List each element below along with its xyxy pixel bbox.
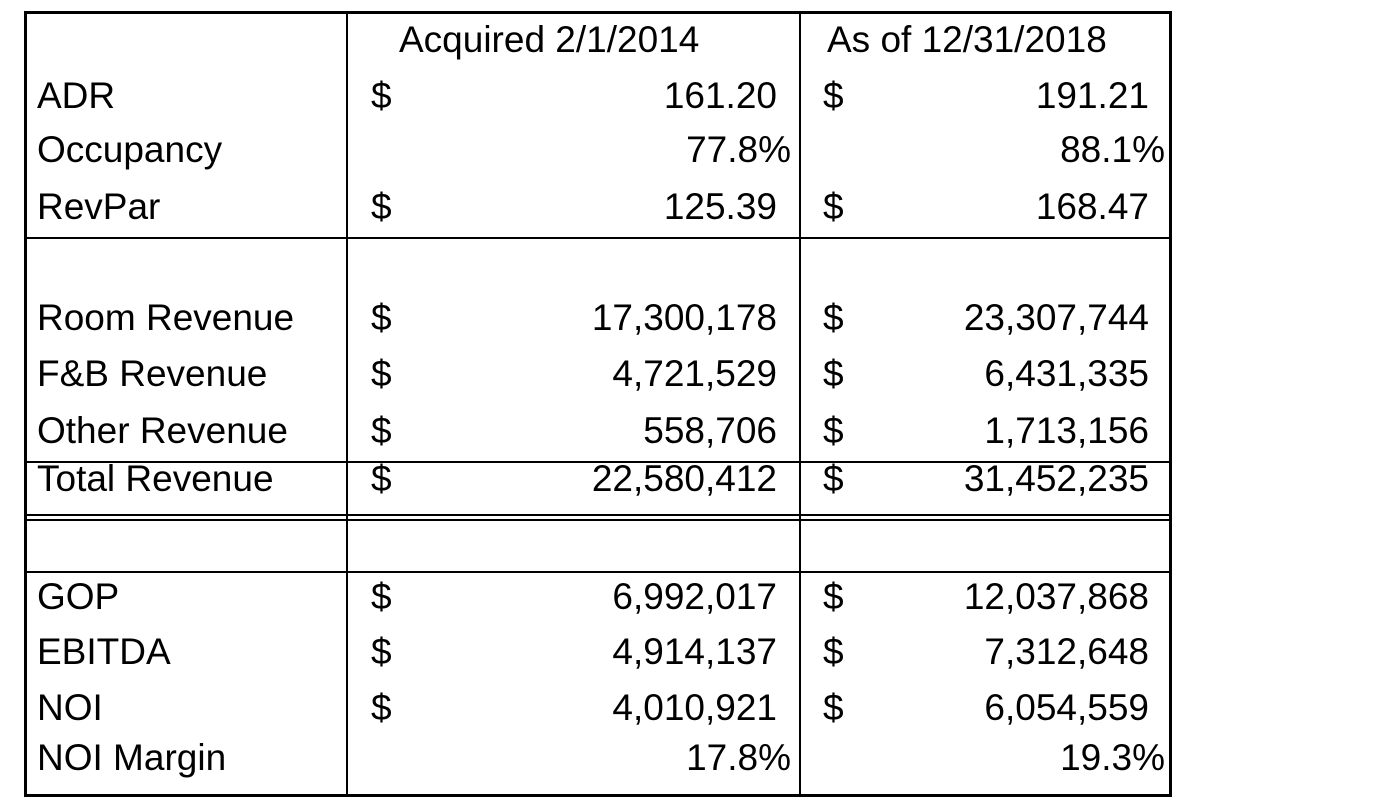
value-acquired-revpar: 125.39 xyxy=(663,186,777,227)
total-revenue-double-rule-lower xyxy=(27,519,1169,521)
row-label-room-revenue: Room Revenue xyxy=(37,297,295,338)
currency-symbol-acquired: $ xyxy=(371,297,392,338)
value-acquired-total-revenue: 22,580,412 xyxy=(591,458,777,499)
currency-symbol-current: $ xyxy=(823,297,844,338)
currency-symbol-current: $ xyxy=(823,75,844,116)
currency-symbol-current: $ xyxy=(823,631,844,672)
financial-summary-table: Acquired 2/1/2014 As of 12/31/2018 ADR $ $… xyxy=(24,11,1172,797)
value-acquired-noi-margin: 17.8% xyxy=(686,737,791,778)
value-current-total-revenue: 31,452,235 xyxy=(963,458,1149,499)
column-divider-2 xyxy=(799,14,801,794)
value-current-other-revenue: 1,713,156 xyxy=(984,410,1149,451)
value-acquired-room-revenue: 17,300,178 xyxy=(591,297,777,338)
currency-symbol-acquired: $ xyxy=(371,410,392,451)
row-label-occupancy: Occupancy xyxy=(37,129,223,170)
currency-symbol-current: $ xyxy=(823,353,844,394)
value-current-noi-margin: 19.3% xyxy=(1060,737,1165,778)
currency-symbol-acquired: $ xyxy=(371,631,392,672)
currency-symbol-current: $ xyxy=(823,186,844,227)
row-label-noi: NOI xyxy=(37,687,103,728)
currency-symbol-acquired: $ xyxy=(371,458,392,499)
currency-symbol-current: $ xyxy=(823,687,844,728)
currency-symbol-acquired: $ xyxy=(371,186,392,227)
value-acquired-adr: 161.20 xyxy=(663,75,777,116)
value-current-noi: 6,054,559 xyxy=(984,687,1149,728)
section-divider-profit xyxy=(27,571,1169,573)
value-acquired-gop: 6,992,017 xyxy=(612,576,777,617)
row-label-gop: GOP xyxy=(37,576,120,617)
row-label-noi-margin: NOI Margin xyxy=(37,737,227,778)
value-acquired-ebitda: 4,914,137 xyxy=(612,631,777,672)
currency-symbol-current: $ xyxy=(823,576,844,617)
value-acquired-noi: 4,010,921 xyxy=(612,687,777,728)
value-current-revpar: 168.47 xyxy=(1035,186,1149,227)
row-label-other-revenue: Other Revenue xyxy=(37,410,288,451)
column-divider-1 xyxy=(346,14,348,794)
currency-symbol-acquired: $ xyxy=(371,353,392,394)
value-current-room-revenue: 23,307,744 xyxy=(963,297,1149,338)
value-current-occupancy: 88.1% xyxy=(1060,129,1165,170)
row-label-ebitda: EBITDA xyxy=(37,631,171,672)
value-current-ebitda: 7,312,648 xyxy=(984,631,1149,672)
row-label-f-b-revenue: F&B Revenue xyxy=(37,353,268,394)
currency-symbol-acquired: $ xyxy=(371,687,392,728)
currency-symbol-current: $ xyxy=(823,458,844,499)
total-revenue-double-rule-upper xyxy=(27,514,1169,516)
value-current-gop: 12,037,868 xyxy=(963,576,1149,617)
total-revenue-top-rule xyxy=(27,461,1169,463)
currency-symbol-current: $ xyxy=(823,410,844,451)
value-acquired-f-b-revenue: 4,721,529 xyxy=(612,353,777,394)
currency-symbol-acquired: $ xyxy=(371,75,392,116)
column-header-acquired: Acquired 2/1/2014 xyxy=(399,19,700,60)
value-current-f-b-revenue: 6,431,335 xyxy=(984,353,1149,394)
value-current-adr: 191.21 xyxy=(1035,75,1149,116)
section-divider-rates xyxy=(27,237,1169,239)
value-acquired-occupancy: 77.8% xyxy=(686,129,791,170)
row-label-revpar: RevPar xyxy=(37,186,161,227)
currency-symbol-acquired: $ xyxy=(371,576,392,617)
column-header-current: As of 12/31/2018 xyxy=(827,19,1107,60)
row-label-total-revenue: Total Revenue xyxy=(37,458,274,499)
row-label-adr: ADR xyxy=(37,75,116,116)
value-acquired-other-revenue: 558,706 xyxy=(643,410,777,451)
